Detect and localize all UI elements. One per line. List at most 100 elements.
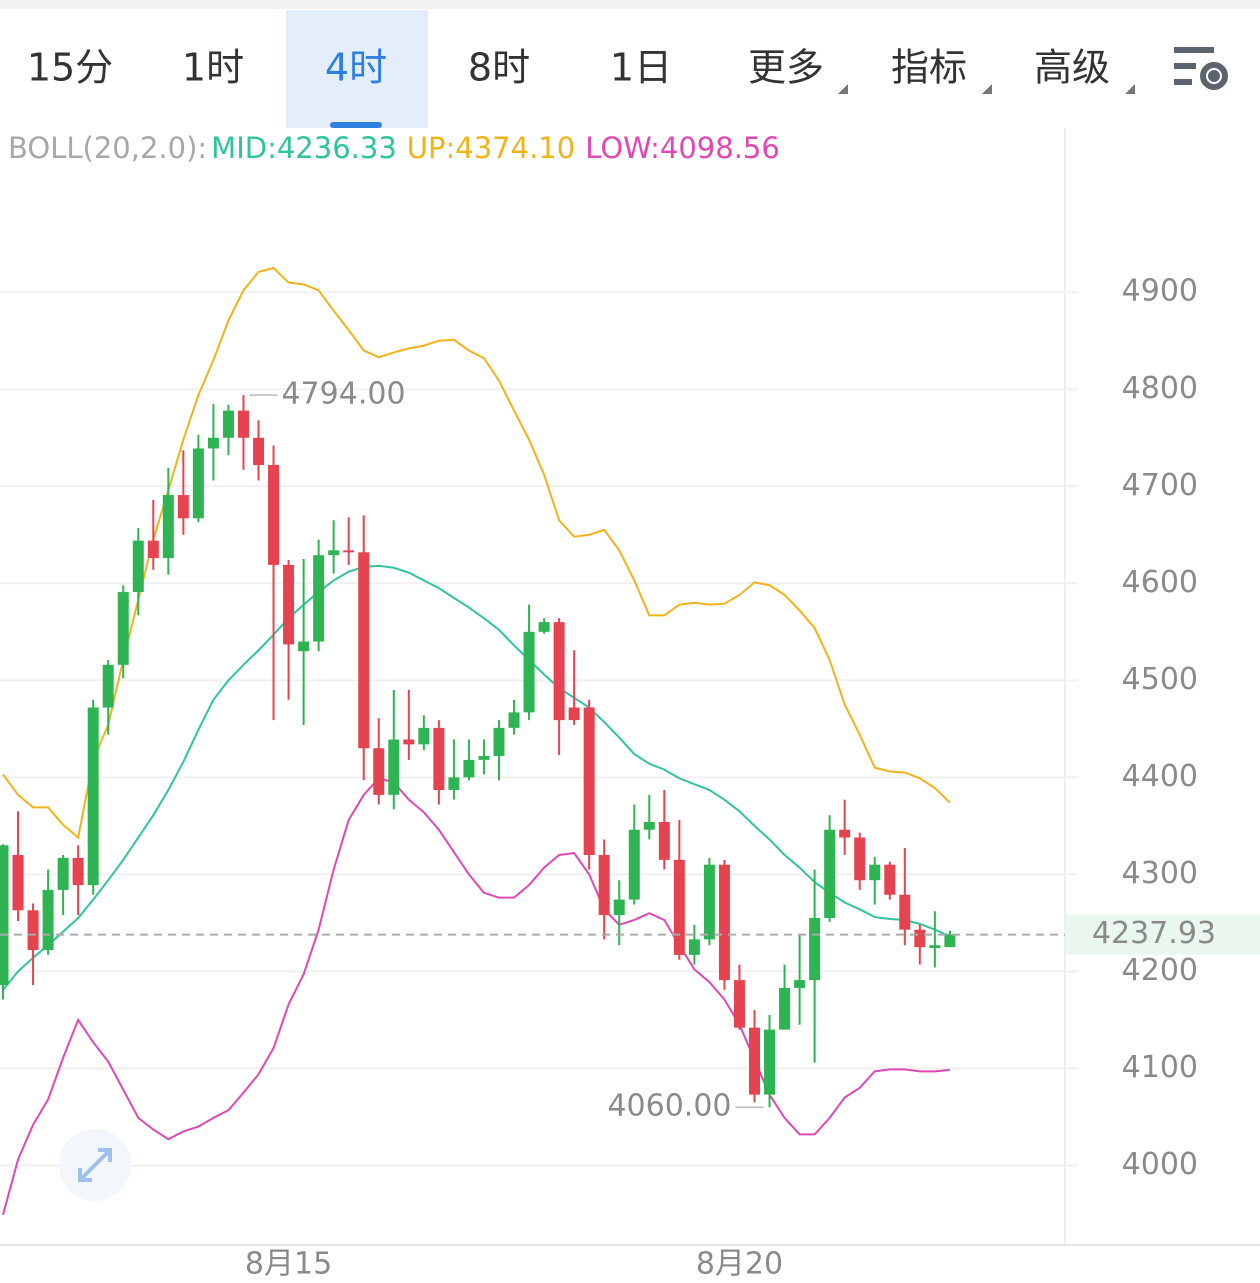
legend-entry: LOW:4098.56: [585, 131, 780, 165]
y-tick-label: 4300: [1122, 856, 1198, 891]
candle-body: [403, 739, 415, 745]
tab[interactable]: 8时: [468, 46, 530, 90]
candle-body: [673, 859, 685, 955]
candle-body: [0, 845, 9, 985]
candle-body: [628, 829, 640, 900]
legend-entry: UP:4374.10: [407, 131, 575, 165]
y-tick-label: 4100: [1122, 1050, 1198, 1085]
expand-button[interactable]: [59, 1129, 131, 1201]
y-tick-label: 4900: [1122, 274, 1198, 309]
tab[interactable]: 4时: [325, 46, 387, 90]
candle-body: [12, 854, 24, 911]
boll-line: [2, 777, 950, 1216]
candles: [0, 395, 956, 1108]
candle-body: [237, 410, 249, 438]
grid: 4000 4100 4200 4300 4400 4500 4600 4700 4800 4900…: [0, 274, 1198, 1282]
extreme-label: 4060.00: [607, 1089, 731, 1124]
candle-body: [523, 631, 535, 713]
tab[interactable]: 1时: [182, 46, 244, 90]
candle-body: [809, 918, 821, 981]
y-tick-label: 4800: [1122, 371, 1198, 406]
candle-body: [478, 756, 490, 760]
candle-body: [132, 540, 144, 593]
legend-entry: MID:4236.33: [211, 131, 397, 165]
candle-body: [373, 748, 385, 795]
y-tick-label: 4700: [1122, 468, 1198, 503]
candle-body: [388, 739, 400, 795]
candle-body: [433, 727, 445, 790]
candle-body: [613, 899, 625, 916]
candle-body: [493, 727, 505, 757]
candle-body: [268, 464, 280, 565]
candle-body: [824, 829, 836, 919]
dropdown-caret: [982, 84, 992, 94]
candle-body: [27, 910, 39, 951]
candle-body: [899, 894, 911, 930]
dropdown-caret: [1125, 84, 1135, 94]
candle-body: [914, 929, 926, 948]
candle-body: [854, 837, 866, 881]
candle-body: [568, 707, 580, 721]
candle-body: [162, 495, 174, 559]
candle-body: [418, 727, 430, 745]
settings-icon[interactable]: [1174, 47, 1228, 90]
candle-body: [328, 550, 340, 556]
y-tick-label: 4000: [1122, 1147, 1198, 1182]
dropdown-caret: [838, 84, 848, 94]
candle-body: [944, 934, 956, 948]
tab[interactable]: 指标: [891, 46, 967, 90]
candle-body: [283, 564, 295, 645]
y-tick-label: 4500: [1122, 662, 1198, 697]
indicator-label: BOLL(20,2.0):: [8, 131, 207, 165]
candle-body: [87, 707, 99, 886]
candle-body: [598, 854, 610, 916]
tab[interactable]: 更多: [748, 46, 824, 90]
candle-body: [764, 1029, 776, 1095]
boll-line: [2, 266, 951, 840]
y-tick-label: 4600: [1122, 565, 1198, 600]
tab[interactable]: 高级: [1034, 46, 1110, 90]
tab[interactable]: 15分: [27, 46, 113, 90]
candle-body: [884, 864, 896, 895]
candle-body: [72, 857, 84, 886]
labels: BOLL(20,2.0): MID:4236.33 UP:4374.10 LOW:40…: [0, 131, 1260, 1124]
indicator-lines: [2, 266, 951, 1216]
candle-body: [207, 437, 219, 449]
candle-body: [298, 641, 310, 652]
status-strip: [0, 0, 1260, 9]
candle-body: [222, 410, 234, 438]
candle-body: [794, 980, 806, 988]
candle-body: [177, 495, 189, 519]
y-tick-label: 4200: [1122, 953, 1198, 988]
x-tick-label: 8月15: [245, 1247, 332, 1282]
candle-body: [343, 550, 355, 553]
candle-body: [643, 821, 655, 830]
candle-body: [703, 864, 715, 940]
current-price-label: 4237.93: [1092, 916, 1216, 951]
candle-body: [658, 821, 670, 860]
candle-body: [718, 864, 730, 981]
candle-body: [448, 777, 460, 790]
candle-body: [117, 592, 129, 665]
candle-body: [508, 712, 520, 728]
candle-body: [538, 622, 550, 632]
candle-body: [463, 759, 475, 778]
active-tab-bg: [286, 10, 428, 128]
candle-body: [253, 437, 265, 465]
x-tick-label: 8月20: [696, 1247, 783, 1282]
candle-body: [42, 889, 54, 951]
candle-body: [57, 857, 69, 890]
candle-body: [102, 664, 114, 708]
candle-body: [839, 829, 851, 838]
candle-body: [147, 540, 159, 559]
candle-body: [583, 707, 595, 855]
tab[interactable]: 1日: [610, 46, 672, 90]
candle-body: [749, 1027, 760, 1095]
candle-body: [192, 448, 204, 519]
candle-body: [929, 945, 941, 949]
candle-body: [688, 939, 700, 955]
candle-body: [733, 980, 745, 1028]
active-tab-indicator: [330, 122, 382, 128]
candle-body: [358, 552, 370, 749]
